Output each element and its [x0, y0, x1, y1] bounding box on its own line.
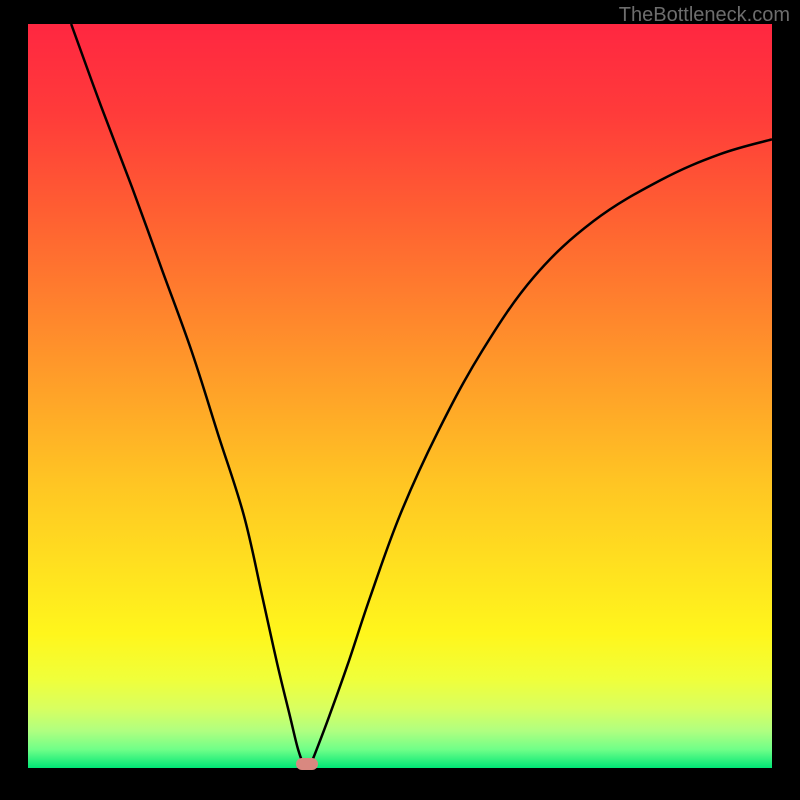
minimum-marker	[296, 758, 318, 770]
watermark-text: TheBottleneck.com	[619, 4, 790, 27]
bottleneck-curve	[28, 24, 772, 768]
chart-plot-area	[28, 24, 772, 768]
